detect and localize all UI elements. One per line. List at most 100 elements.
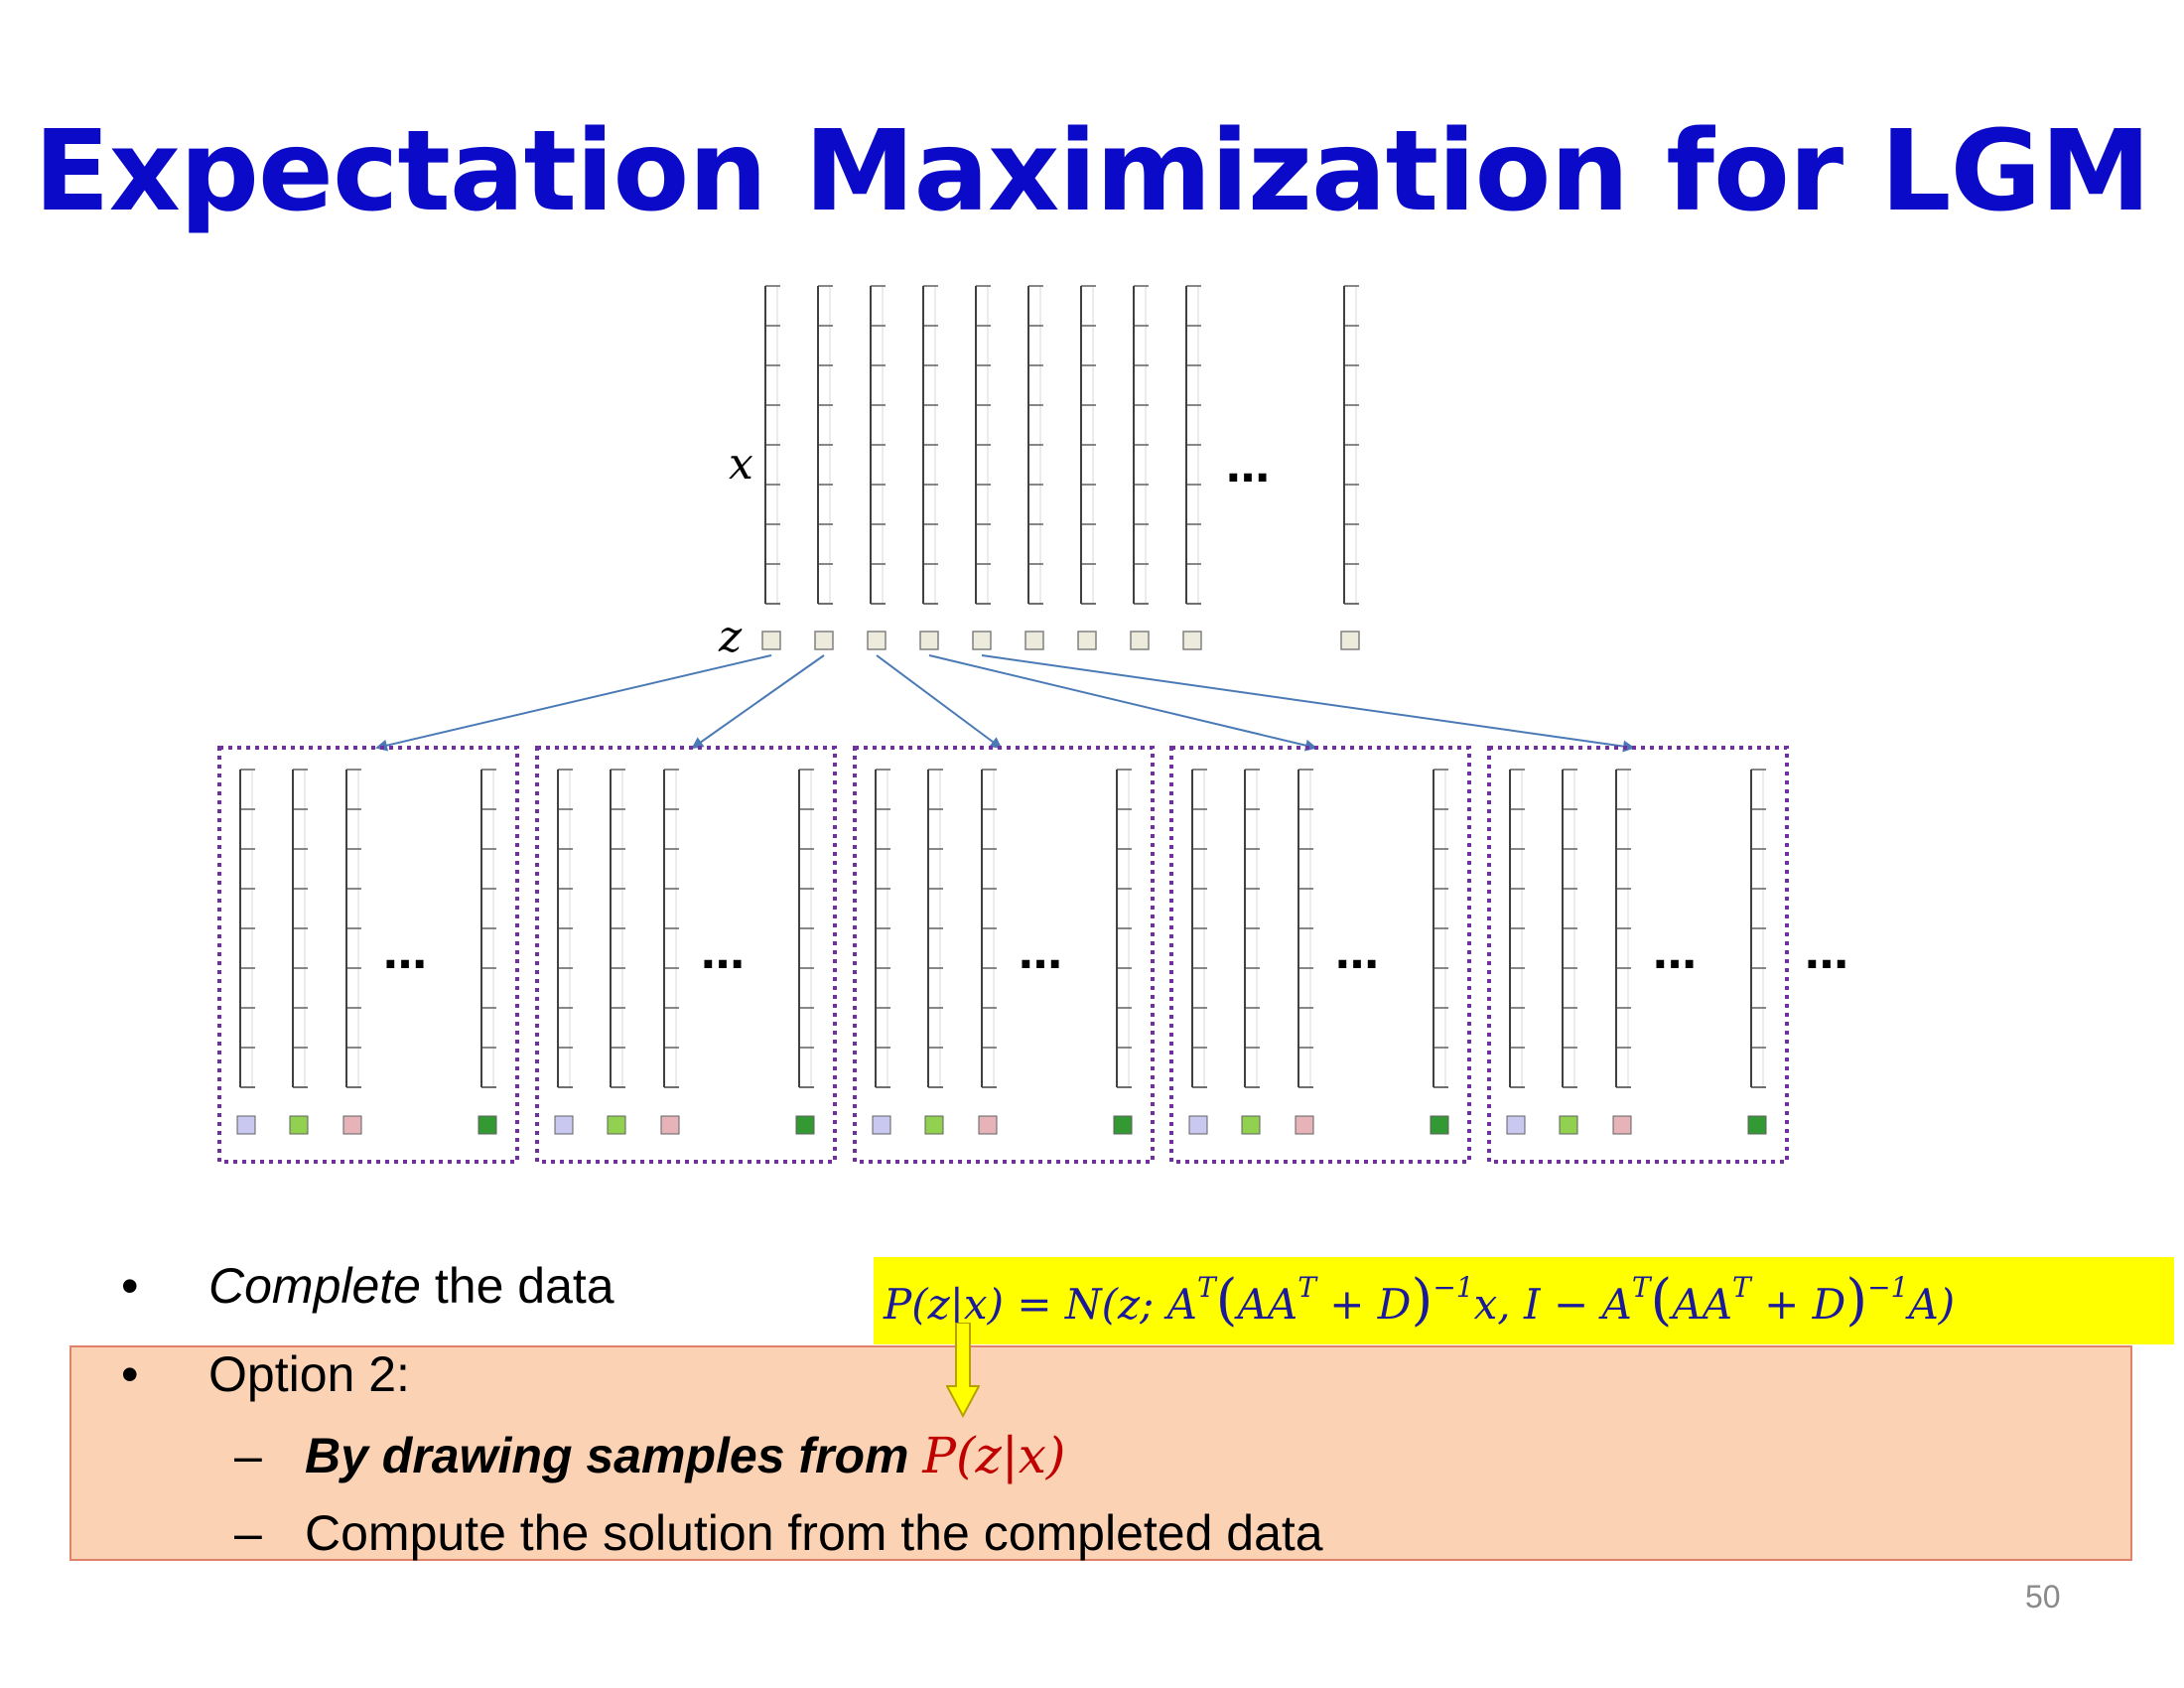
- sampling-arrow: [876, 654, 1003, 750]
- lgm-sampling-diagram: x z … … … … … … …: [217, 285, 1848, 1164]
- sample-group: …: [1487, 746, 1789, 1164]
- posterior-math: P(z|x): [922, 1427, 1066, 1484]
- formula-pointer-arrow: [946, 1323, 980, 1418]
- sampled-z-square: [1612, 1115, 1632, 1135]
- z-square: [867, 631, 887, 650]
- group-ellipsis: …: [1653, 928, 1697, 979]
- vector-column: [875, 769, 890, 1088]
- sampled-z-square: [1506, 1115, 1526, 1135]
- sample-group: …: [535, 746, 837, 1164]
- group-ellipsis: …: [1019, 928, 1062, 979]
- z-square: [972, 631, 992, 650]
- sample-groups: … … … … …: [217, 746, 1789, 1164]
- vector-column: [610, 769, 625, 1088]
- vector-column: [1191, 769, 1207, 1088]
- sampled-z-square: [872, 1115, 891, 1135]
- sampled-z-square: [1188, 1115, 1208, 1135]
- vector-column: [1244, 769, 1260, 1088]
- bullet-dot: •: [121, 1258, 139, 1314]
- sampling-arrow: [691, 654, 825, 750]
- group-ellipsis: …: [701, 928, 745, 979]
- bullet-complete-italic: Complete: [208, 1258, 421, 1314]
- sample-group-border: [1169, 746, 1471, 1164]
- z-square: [1077, 631, 1097, 650]
- sampled-z-square: [795, 1115, 815, 1135]
- sampled-z-square: [1295, 1115, 1314, 1135]
- vector-column: [922, 285, 938, 605]
- sample-group-border: [535, 746, 837, 1164]
- sampled-z-square: [478, 1115, 497, 1135]
- vector-column: [1615, 769, 1631, 1088]
- x-label: x: [729, 439, 753, 490]
- z-square: [1130, 631, 1150, 650]
- vector-column: [817, 285, 833, 605]
- z-square: [814, 631, 834, 650]
- vector-column: [292, 769, 308, 1088]
- vector-column: [1343, 285, 1359, 605]
- page-number: 50: [2025, 1579, 2061, 1615]
- trailing-ellipsis: …: [1805, 928, 1848, 979]
- sampled-z-square: [554, 1115, 574, 1135]
- sampled-z-square: [1430, 1115, 1449, 1135]
- sampled-z-square: [660, 1115, 680, 1135]
- sampled-z-square: [1747, 1115, 1767, 1135]
- sample-group-border: [853, 746, 1155, 1164]
- sampling-arrows: [375, 654, 1635, 753]
- sub-bullet-drawing-text: By drawing samples from: [305, 1428, 923, 1483]
- sampled-z-square: [236, 1115, 256, 1135]
- z-square: [1024, 631, 1044, 650]
- vector-column: [1297, 769, 1313, 1088]
- bullet-complete-rest: the data: [421, 1258, 614, 1314]
- z-label: z: [718, 612, 743, 662]
- vector-column: [1027, 285, 1043, 605]
- vector-column: [870, 285, 886, 605]
- vector-column: [480, 769, 496, 1088]
- slide-title: Expectation Maximization for LGM: [34, 107, 2151, 236]
- sample-group: …: [217, 746, 519, 1164]
- vector-column: [1185, 285, 1201, 605]
- vector-column: [1750, 769, 1766, 1088]
- sub-bullet-drawing-samples: By drawing samples from P(z|x): [305, 1427, 1065, 1484]
- vector-column: [1133, 285, 1149, 605]
- group-ellipsis: …: [383, 928, 427, 979]
- group-ellipsis: …: [1335, 928, 1379, 979]
- vector-column: [345, 769, 361, 1088]
- z-square: [1340, 631, 1360, 650]
- sampled-z-square: [607, 1115, 626, 1135]
- option-2-callout: [69, 1345, 2132, 1561]
- vector-column: [1080, 285, 1096, 605]
- observation-columns: [761, 285, 1360, 650]
- vector-column: [764, 285, 780, 605]
- z-square: [1182, 631, 1202, 650]
- sampled-z-square: [978, 1115, 998, 1135]
- sub-bullet-dash: –: [234, 1428, 262, 1483]
- z-square: [761, 631, 781, 650]
- sub-bullet-dash: –: [234, 1505, 262, 1561]
- bullet-complete-data: Complete the data: [208, 1257, 614, 1315]
- sample-group-border: [217, 746, 519, 1164]
- sampled-z-square: [1241, 1115, 1261, 1135]
- sampled-z-square: [924, 1115, 944, 1135]
- vector-column: [239, 769, 255, 1088]
- vector-column: [1509, 769, 1525, 1088]
- vector-column: [975, 285, 991, 605]
- vector-column: [1433, 769, 1448, 1088]
- sampled-z-square: [1559, 1115, 1578, 1135]
- sample-group-border: [1487, 746, 1789, 1164]
- vector-column: [798, 769, 814, 1088]
- vector-column: [981, 769, 997, 1088]
- z-square: [919, 631, 939, 650]
- top-ellipsis: …: [1226, 442, 1270, 492]
- sample-group: …: [853, 746, 1155, 1164]
- vector-column: [1562, 769, 1577, 1088]
- vector-column: [1116, 769, 1132, 1088]
- sampling-arrow: [928, 654, 1317, 752]
- sampled-z-square: [342, 1115, 362, 1135]
- sample-group: …: [1169, 746, 1471, 1164]
- posterior-formula: P(z|x) = N(z; AT(AAT + D)−1x, I − AT(AAT…: [874, 1257, 2174, 1344]
- bullet-option-2: Option 2:: [208, 1346, 410, 1402]
- bullet-dot: •: [121, 1346, 139, 1402]
- sampled-z-square: [1113, 1115, 1133, 1135]
- sampling-arrow: [375, 654, 772, 752]
- vector-column: [927, 769, 943, 1088]
